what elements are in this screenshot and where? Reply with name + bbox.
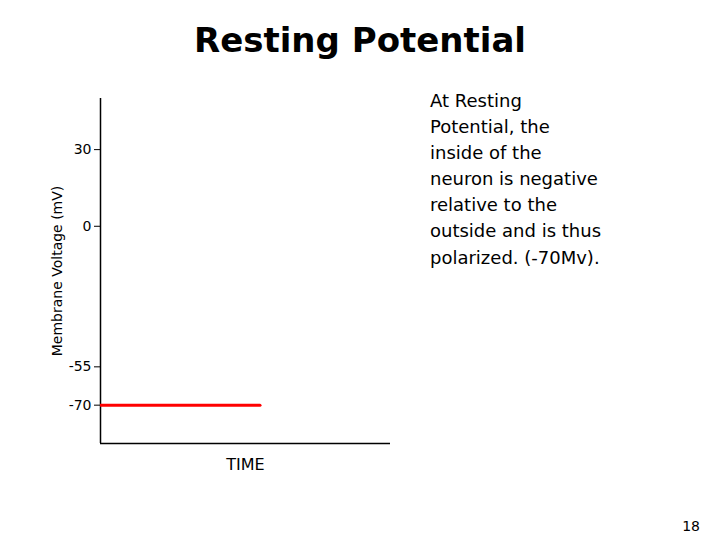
svg-text:-70: -70 bbox=[69, 397, 92, 413]
svg-text:Membrane Voltage (mV): Membrane Voltage (mV) bbox=[49, 186, 65, 357]
html-text:18: 18 bbox=[682, 518, 700, 534]
svg-text:TIME: TIME bbox=[225, 455, 264, 474]
html-text:At Resting Potential, the insi: At Resting Potential, the inside of the … bbox=[430, 90, 601, 268]
svg-text:0: 0 bbox=[83, 218, 92, 234]
svg-text:30: 30 bbox=[74, 141, 92, 157]
svg-text:-55: -55 bbox=[69, 358, 92, 374]
html-text:Resting Potential: Resting Potential bbox=[194, 20, 526, 60]
